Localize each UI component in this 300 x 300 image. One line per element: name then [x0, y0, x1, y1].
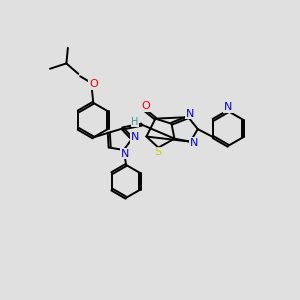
Text: N: N [190, 138, 198, 148]
Text: O: O [89, 79, 98, 89]
Text: N: N [131, 132, 139, 142]
Text: S: S [154, 147, 161, 158]
Text: O: O [141, 101, 150, 111]
Text: N: N [224, 102, 232, 112]
Text: N: N [121, 148, 129, 159]
Text: H: H [131, 117, 139, 127]
Text: N: N [185, 109, 194, 118]
